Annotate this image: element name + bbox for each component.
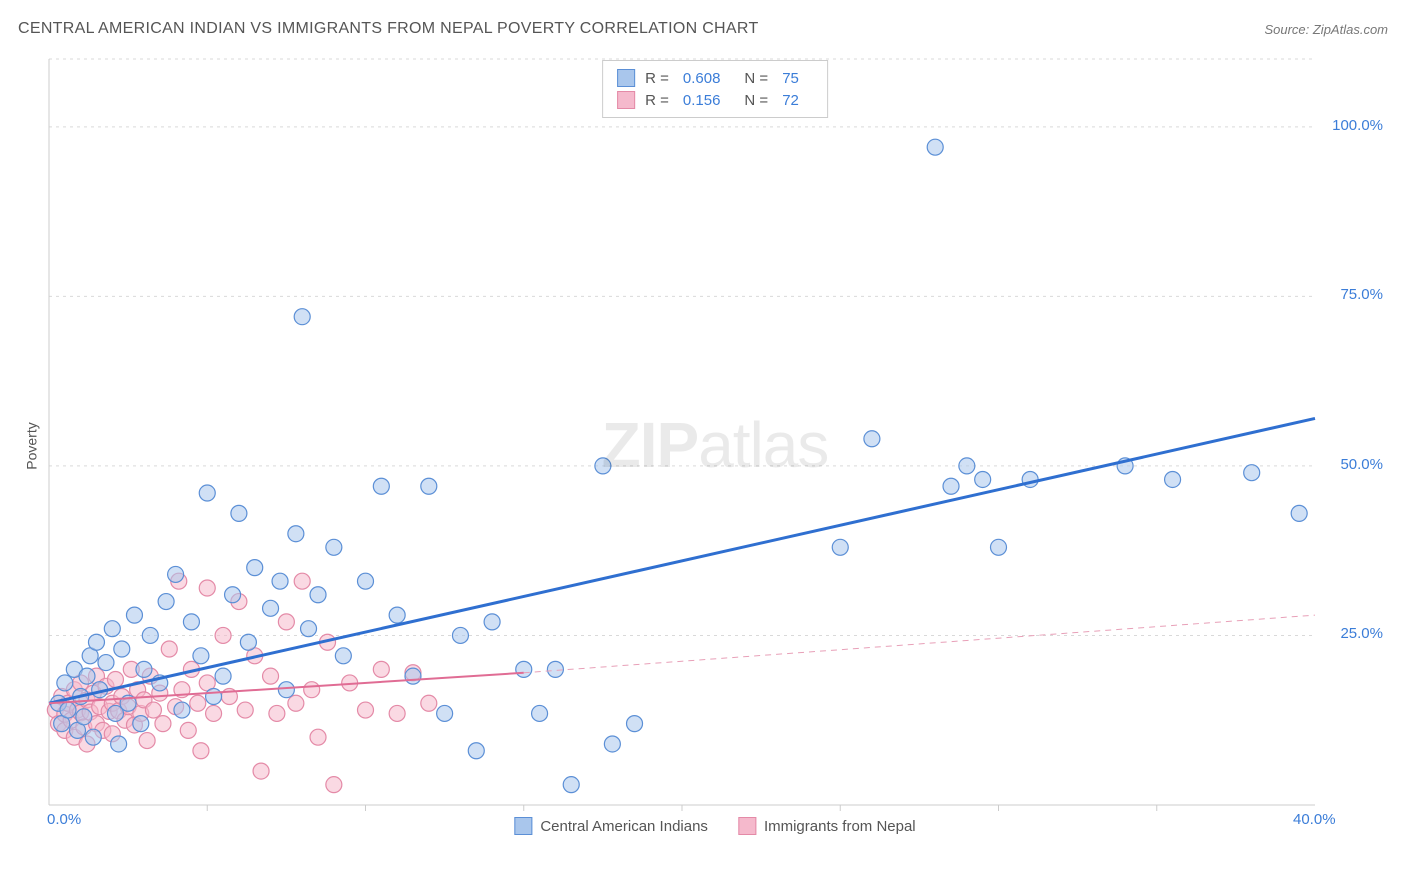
series-b-name: Immigrants from Nepal (764, 818, 916, 835)
r-label-a: R = (645, 70, 669, 87)
legend-item-a: Central American Indians (514, 817, 708, 835)
x-tick-label: 0.0% (47, 811, 81, 828)
n-label-a: N = (744, 70, 768, 87)
legend-row-b: R = 0.156 N = 72 (617, 89, 813, 111)
swatch-series-a (617, 69, 635, 87)
swatch-a-icon (514, 817, 532, 835)
x-tick-label: 40.0% (1293, 811, 1336, 828)
r-value-b: 0.156 (683, 92, 721, 109)
chart-source: Source: ZipAtlas.com (1264, 22, 1388, 37)
y-tick-label: 50.0% (1340, 456, 1383, 473)
swatch-b-icon (738, 817, 756, 835)
series-a-name: Central American Indians (540, 818, 708, 835)
chart-svg (45, 55, 1385, 835)
y-tick-label: 25.0% (1340, 625, 1383, 642)
chart-area: ZIPatlas R = 0.608 N = 75 R = 0.156 N = … (45, 55, 1385, 835)
legend-item-b: Immigrants from Nepal (738, 817, 916, 835)
y-axis-label: Poverty (24, 422, 40, 469)
chart-header: CENTRAL AMERICAN INDIAN VS IMMIGRANTS FR… (18, 20, 1388, 38)
n-label-b: N = (744, 92, 768, 109)
r-value-a: 0.608 (683, 70, 721, 87)
swatch-series-b (617, 91, 635, 109)
y-tick-label: 75.0% (1340, 286, 1383, 303)
n-value-a: 75 (782, 70, 799, 87)
chart-title: CENTRAL AMERICAN INDIAN VS IMMIGRANTS FR… (18, 20, 759, 38)
legend-row-a: R = 0.608 N = 75 (617, 67, 813, 89)
legend-correlation: R = 0.608 N = 75 R = 0.156 N = 72 (602, 60, 828, 118)
r-label-b: R = (645, 92, 669, 109)
n-value-b: 72 (782, 92, 799, 109)
y-tick-label: 100.0% (1332, 117, 1383, 134)
legend-series: Central American Indians Immigrants from… (514, 817, 915, 835)
